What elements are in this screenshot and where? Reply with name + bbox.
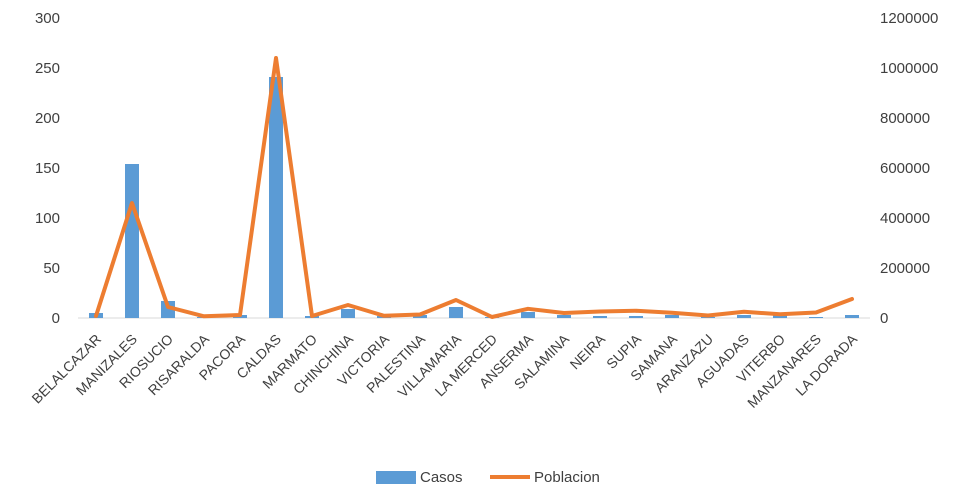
casos-bar [269, 77, 283, 318]
casos-bar [449, 307, 463, 318]
right-tick-label: 400000 [880, 210, 930, 227]
casos-bar [341, 309, 355, 318]
casos-bar [845, 315, 859, 318]
right-tick-label: 800000 [880, 110, 930, 127]
category-label: NEIRA [567, 330, 609, 372]
left-tick-label: 0 [52, 310, 60, 327]
casos-bars [89, 77, 859, 318]
right-tick-label: 0 [880, 310, 888, 327]
casos-bar [737, 315, 751, 318]
casos-bar [809, 317, 823, 318]
left-tick-label: 250 [35, 60, 60, 77]
casos-bar [701, 317, 715, 318]
casos-bar [593, 316, 607, 318]
legend-label-casos: Casos [420, 469, 463, 486]
right-axis-ticks: 0 200000 400000 600000 800000 1000000 1200000 [880, 10, 938, 327]
legend-label-poblacion: Poblacion [534, 469, 600, 486]
right-tick-label: 1200000 [880, 10, 938, 27]
right-tick-label: 600000 [880, 160, 930, 177]
casos-bar [557, 315, 571, 318]
casos-bar [665, 315, 679, 318]
category-labels: BELALCAZARMANIZALESRIOSUCIORISARALDAPACO… [28, 330, 860, 411]
right-tick-label: 1000000 [880, 60, 938, 77]
right-tick-label: 200000 [880, 260, 930, 277]
left-tick-label: 300 [35, 10, 60, 27]
left-tick-label: 50 [43, 260, 60, 277]
left-axis-ticks: 0 50 100 150 200 250 300 [35, 10, 60, 327]
casos-bar [161, 301, 175, 318]
legend-swatch-casos [376, 471, 416, 484]
casos-bar [521, 312, 535, 318]
casos-bar [125, 164, 139, 318]
poblacion-line [94, 56, 854, 319]
legend: Casos Poblacion [376, 469, 600, 486]
left-tick-label: 150 [35, 160, 60, 177]
casos-bar [629, 316, 643, 318]
left-tick-label: 100 [35, 210, 60, 227]
left-tick-label: 200 [35, 110, 60, 127]
